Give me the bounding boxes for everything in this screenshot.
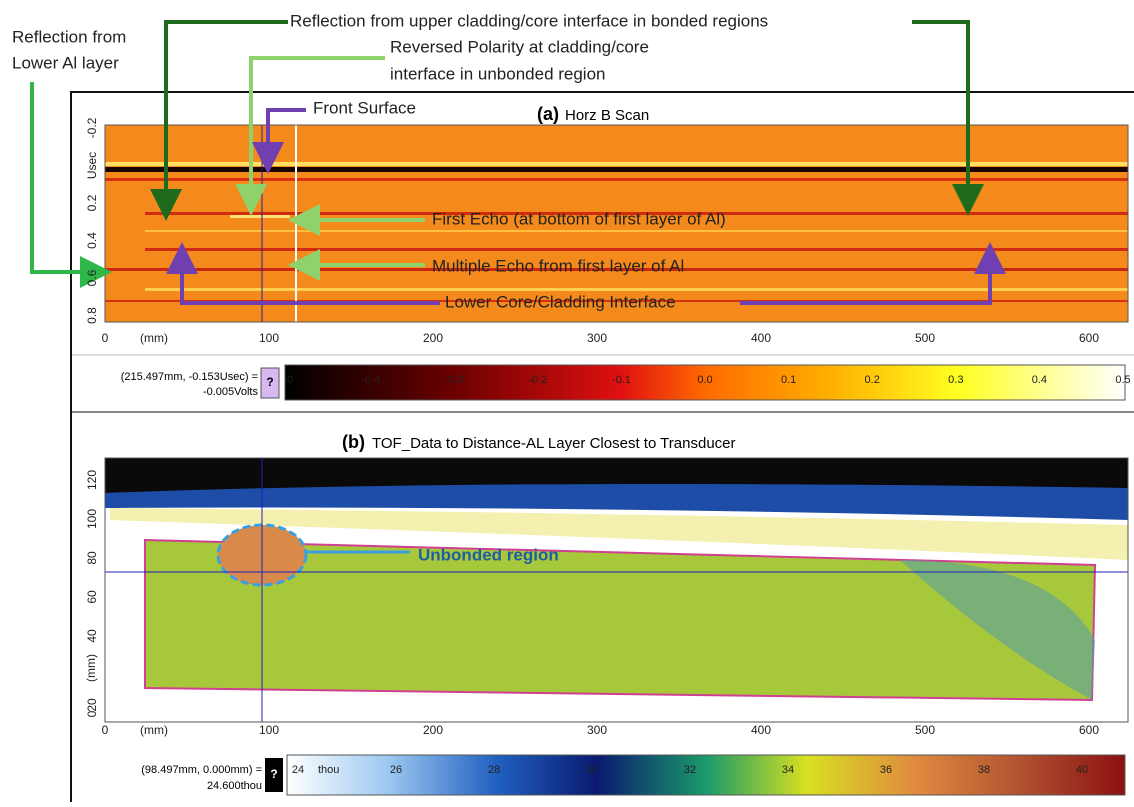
y-tick-label: 120 [85, 470, 99, 490]
annotation: Reflection from [12, 27, 126, 46]
x-tick-label: 600 [1079, 723, 1099, 737]
colorbar-tick-label: -0.2 [528, 374, 547, 386]
y-tick-label: 0.2 [85, 194, 99, 211]
panel-title: Horz B Scan [565, 107, 649, 124]
colorbar-tick-label: -0.3 [445, 374, 464, 386]
y-tick-label: 0.6 [85, 269, 99, 286]
panel-title: TOF_Data to Distance-AL Layer Closest to… [372, 435, 736, 452]
colorbar-tick-label: 0.3 [948, 374, 963, 386]
colorbar-tick-label: 30 [586, 764, 598, 776]
x-tick-label: 0 [102, 723, 109, 737]
help-button-label: ? [270, 767, 277, 781]
x-tick-label: 100 [259, 723, 279, 737]
colorbar-tick-label: -0.1 [612, 374, 631, 386]
colorbar-tick-label: 24 [292, 764, 304, 776]
x-unit: (mm) [140, 723, 168, 737]
colorbar-tick-label: 0.1 [781, 374, 796, 386]
annotation: Lower Core/Cladding Interface [445, 292, 676, 311]
y-tick-label: 0.4 [85, 232, 99, 249]
colorbar-tick-label: 28 [488, 764, 500, 776]
y-tick-label: 60 [85, 590, 99, 604]
annotation: Reversed Polarity at cladding/core [390, 37, 649, 56]
annotation: Lower Al layer [12, 53, 119, 72]
x-tick-label: 400 [751, 723, 771, 737]
y-unit: (mm) [84, 654, 98, 682]
annotation: interface in unbonded region [390, 64, 606, 83]
colorbar-tick-label: 26 [390, 764, 402, 776]
annotation: Unbonded region [418, 545, 559, 564]
page: {"annotations":{"upper_reflection":"Refl… [0, 0, 1134, 802]
cursor-readout: (215.497mm, -0.153Usec) = [121, 371, 258, 383]
cursor-readout: -0.005Volts [203, 386, 259, 398]
y-tick-label: 20 [85, 698, 99, 712]
cursor-readout: 24.600thou [207, 780, 262, 792]
panel-label: (b) [342, 432, 365, 452]
cursor-readout: (98.497mm, 0.000mm) = [141, 764, 262, 776]
annotation: Multiple Echo from first layer of Al [432, 256, 684, 275]
x-tick-label: 100 [259, 331, 279, 345]
x-unit: (mm) [140, 331, 168, 345]
x-tick-label: 200 [423, 331, 443, 345]
y-tick-label: 100 [85, 509, 99, 529]
colorbar-tick-label: 0.4 [1032, 374, 1047, 386]
y-tick-label: -0.2 [85, 117, 99, 138]
colorbar-tick-label: 0 [287, 374, 293, 386]
x-tick-label: 600 [1079, 331, 1099, 345]
colorbar-tick-label: 40 [1076, 764, 1088, 776]
colorbar-tick-label: 32 [684, 764, 696, 776]
annotation: Reflection from upper cladding/core inte… [290, 11, 768, 30]
y-tick-label: 0 [85, 710, 99, 717]
colorbar-tick-label: 34 [782, 764, 794, 776]
colorbar-tick-label: 0.5 [1115, 374, 1130, 386]
colorbar-tick-label: 38 [978, 764, 990, 776]
x-tick-label: 500 [915, 331, 935, 345]
help-button-label: ? [266, 375, 273, 389]
annotation: Front Surface [313, 98, 416, 117]
tof-image [105, 458, 1128, 722]
annotation: First Echo (at bottom of first layer of … [432, 209, 726, 228]
x-tick-label: 300 [587, 331, 607, 345]
panel-label: (a) [537, 104, 559, 124]
y-tick-label: 40 [85, 629, 99, 643]
colorbar-tick-label: 0.2 [865, 374, 880, 386]
x-tick-label: 400 [751, 331, 771, 345]
colorbar-tick-label: 0.0 [697, 374, 712, 386]
y-tick-label: 80 [85, 551, 99, 565]
x-tick-label: 200 [423, 723, 443, 737]
x-tick-label: 300 [587, 723, 607, 737]
y-tick-label: 0.8 [85, 307, 99, 324]
y-tick-label: Usec [85, 152, 99, 179]
colorbar-unit: thou [318, 764, 339, 776]
x-tick-label: 500 [915, 723, 935, 737]
x-tick-label: 0 [102, 331, 109, 345]
colorbar-tick-label: 36 [880, 764, 892, 776]
colorbar-tick-label: -0.4 [361, 374, 380, 386]
colorbar [287, 755, 1125, 795]
screenshot: (a) Horz B Scan (b) TOF_Data to Distance… [0, 0, 1134, 802]
